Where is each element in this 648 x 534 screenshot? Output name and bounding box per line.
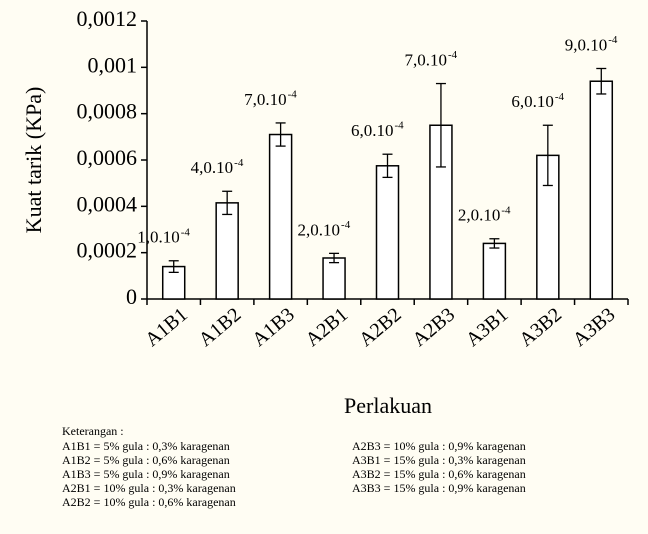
bar: [215, 202, 239, 300]
annotation: 6,0.10: [511, 92, 554, 111]
bar: [322, 257, 346, 300]
bar: [589, 80, 614, 300]
error-bar: [329, 252, 340, 264]
x-axis-title: Perlakuan: [344, 393, 432, 418]
note-item: A2B2 = 10% gula : 0,6% karagenan: [62, 495, 236, 509]
note-item: A2B1 = 10% gula : 0,3% karagenan: [62, 481, 236, 495]
annotation: 6,0.10: [351, 121, 394, 140]
error-bar: [596, 67, 607, 95]
annotation-exponent: -4: [341, 219, 351, 231]
annotation: 7,0.10: [404, 50, 447, 69]
note-item: A1B1 = 5% gula : 0,3% karagenan: [62, 439, 230, 453]
y-tick-label: 0,001: [88, 52, 138, 77]
error-bar: [222, 190, 233, 216]
y-tick-label: 0,0008: [77, 99, 138, 124]
bar: [268, 133, 293, 300]
bar: [482, 242, 507, 300]
y-tick-label: 0: [126, 284, 137, 309]
note-item: A1B2 = 5% gula : 0,6% karagenan: [62, 453, 230, 467]
annotation-exponent: -4: [448, 49, 458, 61]
annotation-exponent: -4: [395, 120, 405, 132]
y-tick-label: 0,0002: [77, 238, 138, 263]
annotation-exponent: -4: [501, 204, 511, 216]
y-axis-title: Kuat tarik (KPa): [21, 87, 46, 234]
bar: [375, 165, 400, 300]
y-tick-label: 0,0006: [77, 145, 138, 170]
annotation-exponent: -4: [234, 157, 244, 169]
notes-title: Keterangan :: [62, 424, 124, 438]
error-bar: [382, 153, 393, 179]
y-tick-label: 0,0004: [77, 191, 138, 216]
note-item: A3B1 = 15% gula : 0,3% karagenan: [352, 453, 526, 467]
annotation: 2,0.10: [298, 220, 341, 239]
error-bar: [542, 124, 553, 187]
annotation: 9,0.10: [565, 35, 608, 54]
annotation-exponent: -4: [181, 226, 191, 238]
annotation-exponent: -4: [555, 91, 565, 103]
annotation-exponent: -4: [608, 34, 618, 46]
error-bar: [489, 238, 500, 249]
note-item: A2B3 = 10% gula : 0,9% karagenan: [352, 439, 526, 453]
annotation-exponent: -4: [288, 88, 298, 100]
note-item: A3B3 = 15% gula : 0,9% karagenan: [352, 481, 526, 495]
error-bar: [275, 122, 286, 147]
y-tick-label: 0,0012: [77, 6, 138, 31]
note-item: A1B3 = 5% gula : 0,9% karagenan: [62, 467, 230, 481]
annotation: 4,0.10: [191, 158, 234, 177]
error-bar: [435, 82, 446, 168]
annotation: 2,0.10: [458, 206, 501, 225]
note-item: A3B2 = 15% gula : 0,6% karagenan: [352, 467, 526, 481]
error-bar: [168, 260, 179, 274]
annotation: 1,0.10: [137, 228, 180, 247]
annotation: 7,0.10: [244, 90, 287, 109]
